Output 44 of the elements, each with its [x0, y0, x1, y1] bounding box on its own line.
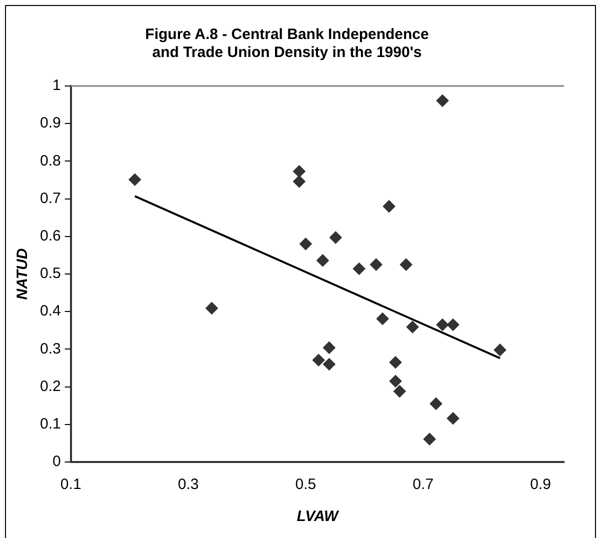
point [447, 412, 460, 424]
x-tick-label: 0.7 [412, 476, 434, 494]
point [312, 354, 325, 366]
point [323, 342, 336, 354]
point [436, 94, 448, 107]
point [323, 358, 336, 370]
x-tick-label: 0.5 [295, 476, 316, 494]
point [353, 262, 366, 275]
y-tick-label: 0.5 [40, 265, 61, 282]
point [128, 174, 141, 186]
x-axis-title: LVAW [296, 508, 340, 526]
point [400, 258, 412, 271]
chart-title: Figure A.8 - Central Bank Independence and Trade Union Density in the 1990's [145, 26, 429, 62]
y-axis-title: NATUD [14, 248, 32, 300]
y-tick-label: 0 [52, 453, 61, 470]
point [383, 200, 396, 212]
point [394, 385, 406, 398]
y-tick-label: 0.1 [40, 416, 61, 433]
point [430, 398, 442, 410]
point [494, 344, 506, 356]
y-tick-label: 1 [52, 77, 61, 94]
x-tick-label: 0.9 [530, 476, 551, 494]
y-tick-label: 0.7 [40, 190, 61, 207]
y-tick-label: 0.3 [40, 340, 61, 358]
point [436, 318, 448, 331]
point [370, 258, 382, 271]
point [390, 356, 402, 368]
point [447, 318, 460, 331]
point [316, 254, 329, 266]
y-tick-label: 0.2 [40, 378, 61, 395]
point [330, 232, 342, 244]
point [300, 238, 312, 250]
point [406, 321, 419, 334]
point [293, 165, 306, 178]
point [390, 375, 402, 388]
y-tick-label: 0.8 [40, 152, 61, 170]
point [376, 312, 389, 325]
point [293, 176, 306, 188]
y-tick-label: 0.6 [40, 228, 61, 245]
point [206, 302, 218, 314]
x-tick-label: 0.3 [178, 476, 199, 494]
point [424, 433, 436, 446]
y-tick-label: 0.9 [40, 114, 61, 132]
y-tick-label: 0.4 [40, 302, 61, 320]
